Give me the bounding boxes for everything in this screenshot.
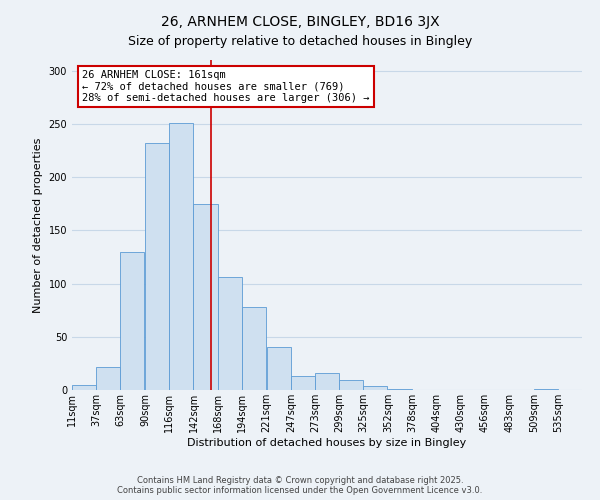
Bar	[315, 373, 339, 390]
Text: 26, ARNHEM CLOSE, BINGLEY, BD16 3JX: 26, ARNHEM CLOSE, BINGLEY, BD16 3JX	[161, 15, 439, 29]
Bar	[388, 389, 412, 390]
Text: Size of property relative to detached houses in Bingley: Size of property relative to detached ho…	[128, 35, 472, 48]
Bar	[534, 389, 558, 390]
Bar	[218, 277, 242, 390]
Bar	[267, 348, 291, 390]
Bar	[72, 384, 96, 390]
Bar	[339, 380, 363, 390]
Bar	[291, 376, 315, 390]
Bar	[169, 123, 193, 390]
Text: Contains HM Land Registry data © Crown copyright and database right 2025.
Contai: Contains HM Land Registry data © Crown c…	[118, 476, 482, 495]
Text: 26 ARNHEM CLOSE: 161sqm
← 72% of detached houses are smaller (769)
28% of semi-d: 26 ARNHEM CLOSE: 161sqm ← 72% of detache…	[82, 70, 370, 103]
Bar	[193, 204, 218, 390]
Y-axis label: Number of detached properties: Number of detached properties	[33, 138, 43, 312]
Bar	[145, 143, 169, 390]
Bar	[363, 386, 387, 390]
Bar	[242, 307, 266, 390]
Bar	[120, 252, 145, 390]
X-axis label: Distribution of detached houses by size in Bingley: Distribution of detached houses by size …	[187, 438, 467, 448]
Bar	[96, 366, 120, 390]
